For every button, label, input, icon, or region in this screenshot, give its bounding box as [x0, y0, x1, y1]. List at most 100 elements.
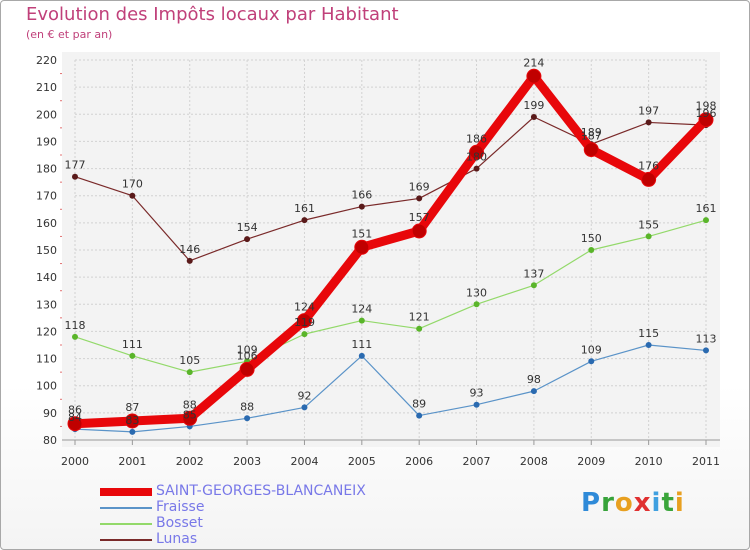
data-point — [182, 410, 198, 426]
data-point — [129, 192, 136, 199]
legend-swatch-saint-georges — [100, 488, 152, 496]
y-tick-label: 130 — [36, 298, 57, 311]
y-tick-label: 160 — [36, 217, 57, 230]
data-point — [416, 195, 423, 202]
data-point — [703, 217, 709, 224]
data-point — [698, 112, 714, 128]
legend-label: Lunas — [156, 531, 198, 547]
legend-swatch-lunas — [100, 539, 152, 541]
data-label: 109 — [581, 343, 602, 356]
data-point — [354, 239, 370, 255]
x-tick-label: 2007 — [463, 455, 491, 468]
x-tick-label: 2001 — [118, 455, 146, 468]
data-point — [526, 68, 542, 84]
data-point — [416, 325, 423, 332]
logo-letter: t — [661, 488, 675, 518]
data-point — [239, 361, 255, 377]
data-point — [358, 352, 365, 359]
data-label: 118 — [65, 319, 86, 332]
data-point — [645, 233, 652, 240]
data-label: 124 — [294, 301, 315, 314]
data-point — [583, 142, 599, 158]
data-point — [296, 313, 312, 329]
data-label: 180 — [466, 151, 487, 164]
y-tick-label: 200 — [36, 108, 57, 121]
logo-letter: P — [581, 488, 602, 518]
data-label: 124 — [351, 303, 372, 316]
y-tick-label: 110 — [36, 353, 57, 366]
data-label: 197 — [638, 104, 659, 117]
data-point — [473, 301, 480, 308]
y-tick-label: 80 — [43, 434, 57, 447]
y-tick-label: 100 — [36, 380, 57, 393]
x-tick-label: 2010 — [635, 455, 663, 468]
data-point — [72, 173, 78, 180]
data-label: 85 — [183, 408, 197, 421]
data-label: 146 — [179, 243, 200, 256]
data-label: 169 — [409, 180, 430, 193]
data-label: 198 — [696, 100, 717, 113]
series-line-saint-georges-blancaneix — [70, 71, 711, 429]
data-label: 83 — [125, 414, 139, 427]
data-point — [301, 331, 308, 338]
legend-label: Fraisse — [156, 499, 205, 515]
x-tick-label: 2002 — [176, 455, 204, 468]
y-tick-label: 190 — [36, 135, 57, 148]
data-label: 111 — [351, 338, 372, 351]
x-tick-label: 2003 — [233, 455, 261, 468]
data-label: 113 — [696, 332, 717, 345]
data-label: 177 — [65, 159, 86, 172]
data-point — [124, 413, 140, 429]
series-line-lunas — [74, 116, 707, 262]
data-label: 109 — [237, 343, 258, 356]
y-tick-label: 210 — [36, 81, 57, 94]
data-point — [703, 347, 709, 354]
y-tick-label: 170 — [36, 190, 57, 203]
data-label: 115 — [638, 327, 659, 340]
chart-subtitle: (en € et par an) — [26, 28, 113, 41]
data-point — [645, 119, 652, 126]
data-label: 86 — [68, 404, 82, 417]
data-point — [473, 165, 480, 172]
data-point — [301, 404, 308, 411]
data-point — [129, 352, 136, 359]
data-point — [129, 428, 136, 435]
data-point — [411, 223, 427, 239]
y-tick-label: 180 — [36, 163, 57, 176]
legend-label: Bosset — [156, 515, 203, 531]
data-point — [416, 412, 423, 419]
data-label: 84 — [68, 411, 82, 424]
legend-label: SAINT-GEORGES-BLANCANEIX — [156, 483, 366, 499]
logo-letter: x — [633, 488, 652, 518]
data-label: 106 — [237, 349, 258, 362]
x-tick-label: 2006 — [405, 455, 433, 468]
data-label: 111 — [122, 338, 143, 351]
x-tick-label: 2011 — [692, 455, 720, 468]
data-label: 119 — [294, 316, 315, 329]
data-label: 88 — [240, 400, 254, 413]
y-tick-label: 90 — [43, 407, 57, 420]
y-tick-label: 150 — [36, 244, 57, 257]
data-point — [186, 369, 193, 376]
data-point — [645, 342, 652, 348]
y-tick-label: 120 — [36, 325, 57, 338]
data-label: 187 — [581, 130, 602, 143]
data-point — [244, 415, 251, 422]
x-tick-label: 2000 — [61, 455, 89, 468]
data-point — [244, 236, 251, 243]
data-label: 155 — [638, 218, 659, 231]
data-label: 98 — [527, 373, 541, 386]
data-label: 89 — [412, 398, 426, 411]
y-tick-label: 140 — [36, 271, 57, 284]
data-point — [301, 217, 308, 224]
data-point — [358, 203, 365, 210]
data-label: 186 — [466, 132, 487, 145]
data-point — [469, 144, 485, 160]
x-tick-label: 2004 — [290, 455, 318, 468]
data-point — [530, 388, 537, 395]
data-label: 88 — [183, 398, 197, 411]
data-label: 92 — [297, 389, 311, 402]
data-label: 154 — [237, 221, 258, 234]
data-label: 176 — [638, 159, 659, 172]
data-point — [473, 401, 480, 408]
